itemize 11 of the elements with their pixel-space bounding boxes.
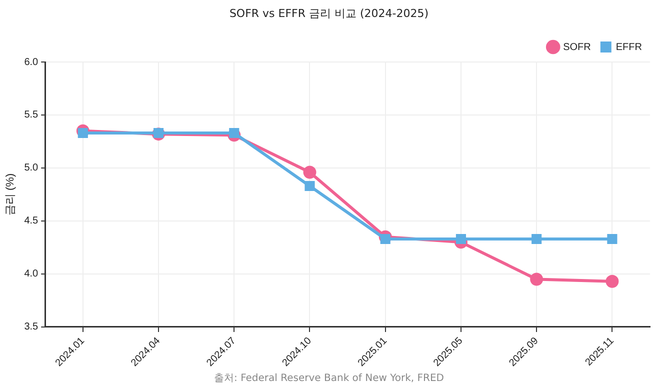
y-tick-label: 4.5 — [24, 216, 39, 227]
y-tick-label: 5.0 — [24, 162, 39, 174]
legend-label: SOFR — [563, 42, 591, 53]
y-tick-label: 5.5 — [24, 110, 39, 121]
y-tick-label: 6.0 — [24, 56, 39, 68]
chart-title: SOFR vs EFFR 금리 비교 (2024-2025) — [228, 6, 430, 21]
y-axis-title: 금리 (%) — [4, 173, 17, 216]
y-tick-label: 3.5 — [24, 322, 39, 333]
source-note: 출처: Federal Reserve Bank of New York, FRED — [213, 372, 445, 385]
y-tick-label: 4.0 — [24, 268, 39, 280]
legend-label: EFFR — [616, 42, 642, 53]
